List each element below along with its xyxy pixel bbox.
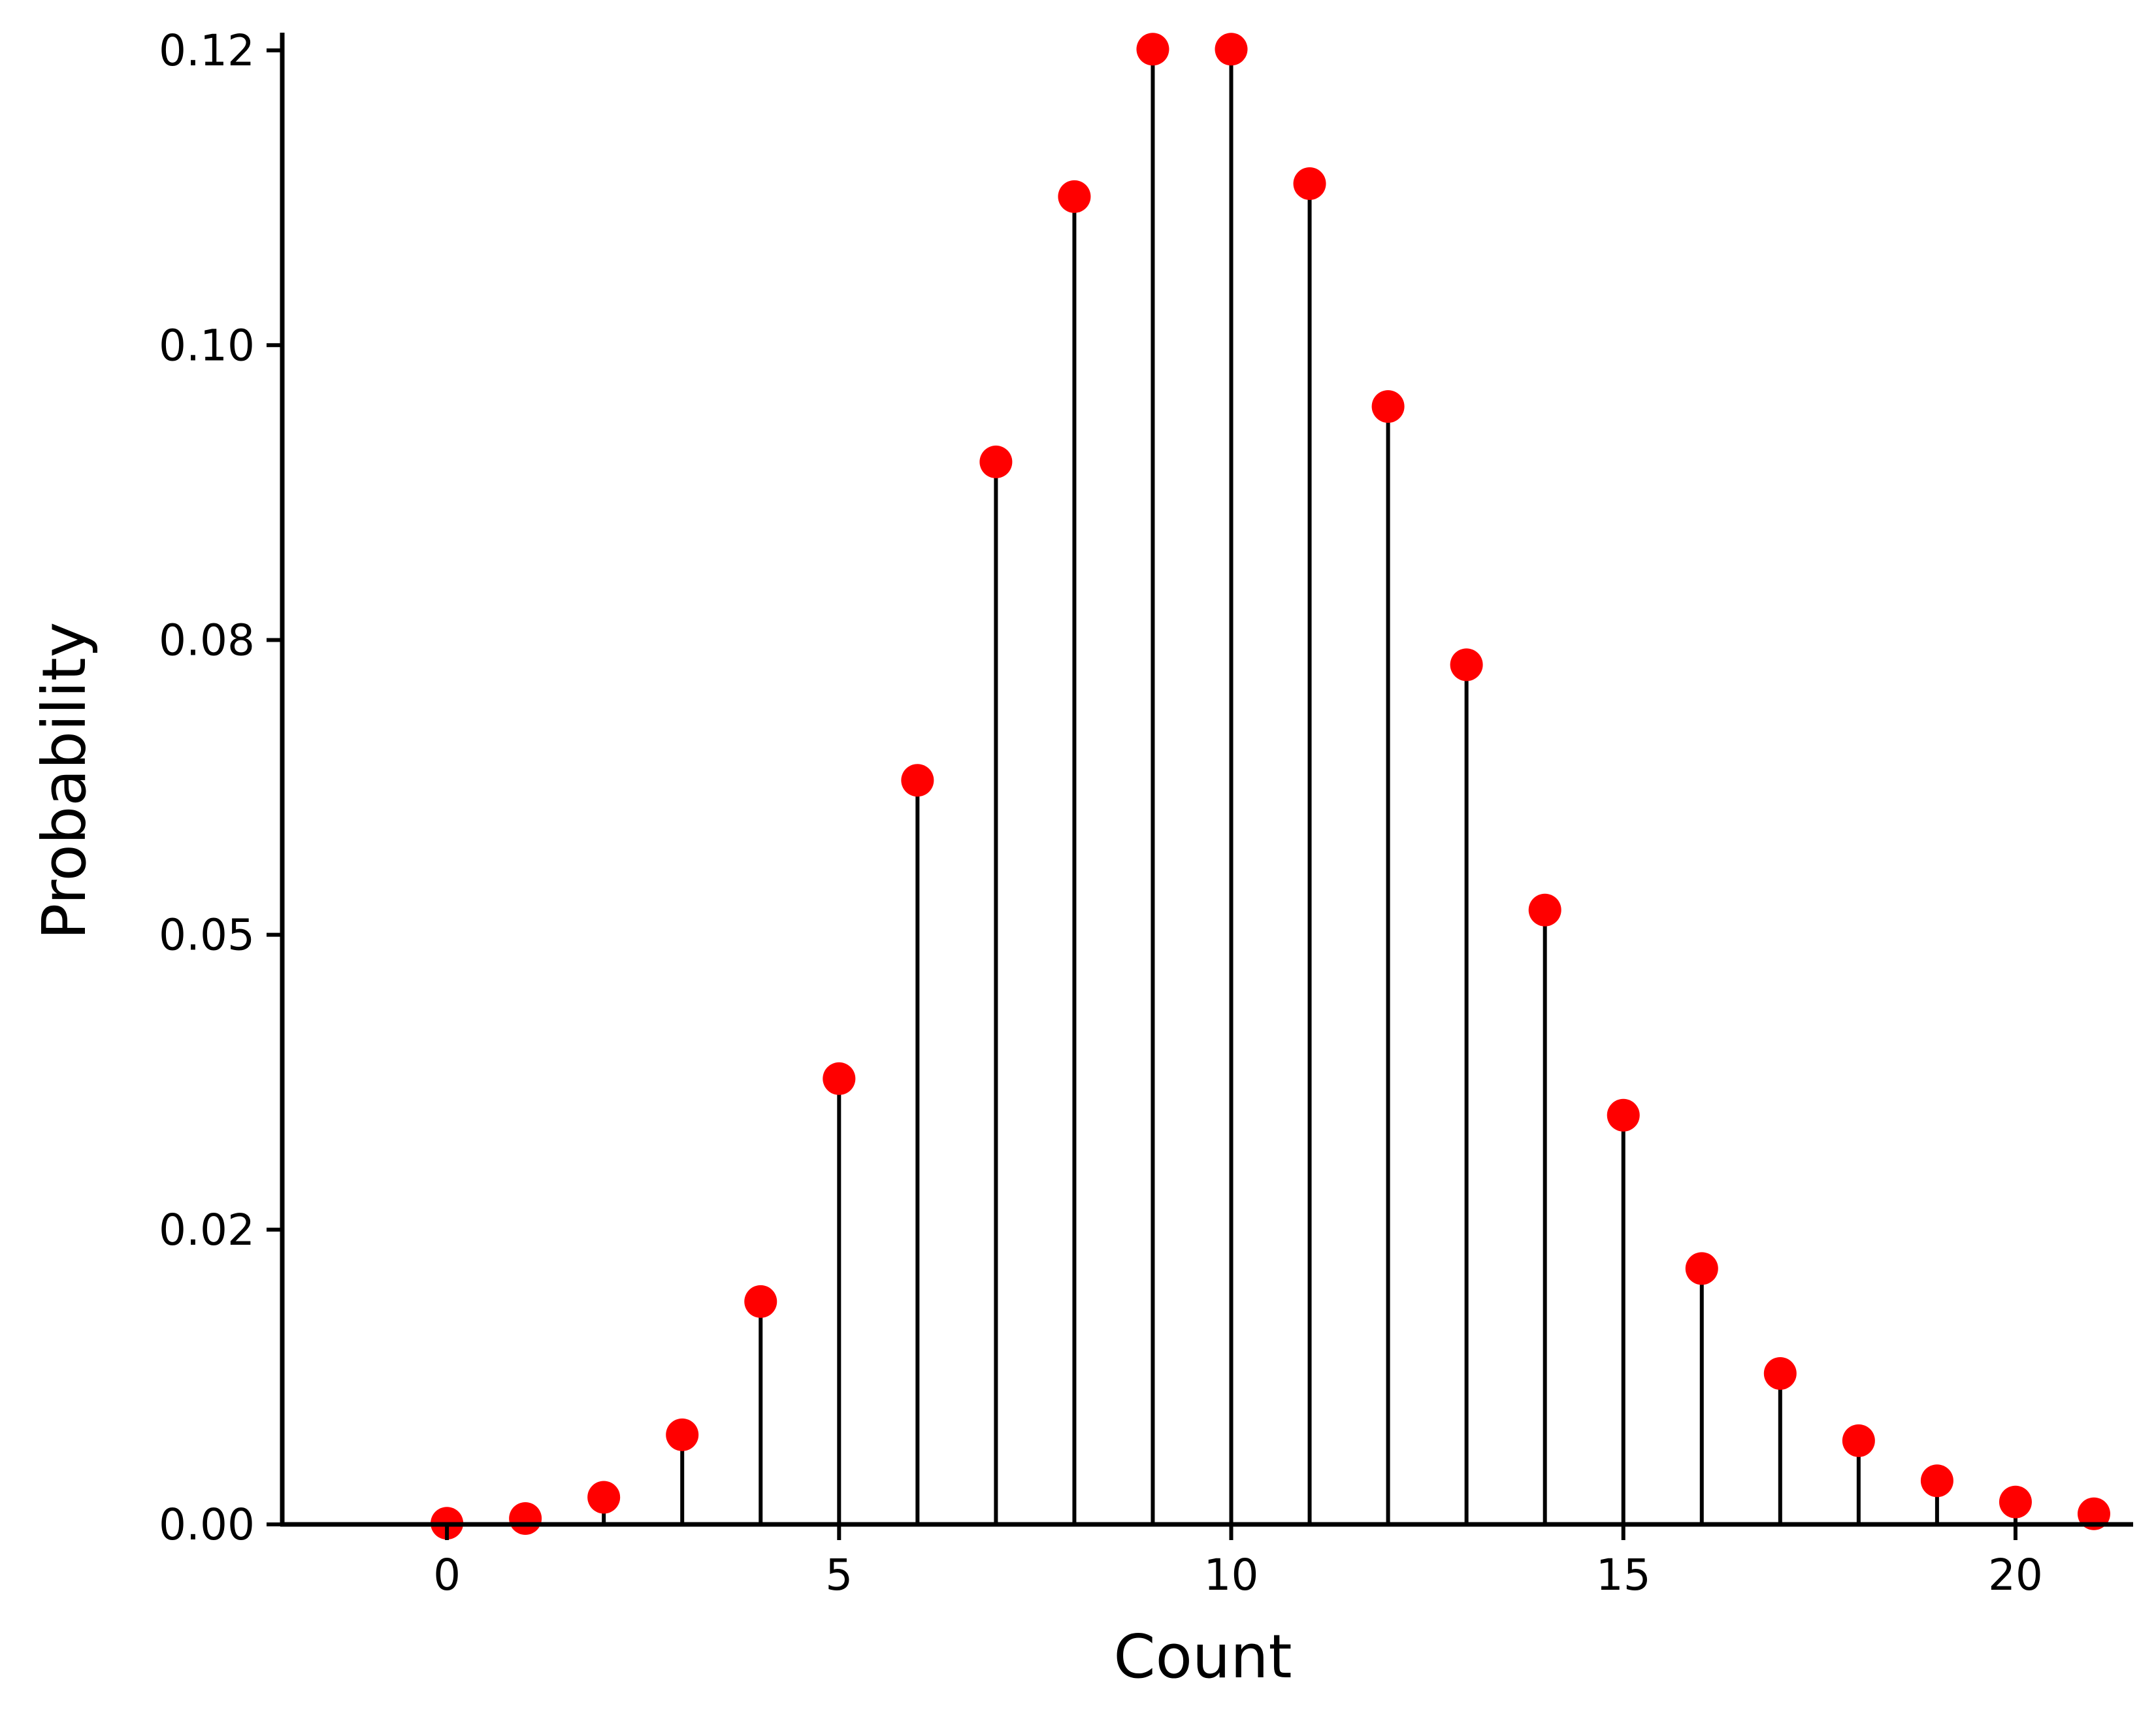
stem-marker	[509, 1502, 542, 1535]
y-tick-label: 0.08	[159, 615, 255, 665]
x-axis-title: Count	[1113, 1622, 1292, 1692]
stem-lines	[445, 49, 2096, 1524]
x-tick-label: 10	[1204, 1550, 1259, 1600]
y-tick-label: 0.02	[159, 1205, 255, 1255]
y-tick-label: 0.10	[159, 320, 255, 370]
stem-marker	[1450, 648, 1483, 682]
y-tick-label: 0.05	[159, 910, 255, 961]
x-tick-label: 5	[825, 1550, 853, 1600]
tick-labels: 0 5 10 15 20 0.00 0.02 0.05 0.08 0.10 0.12	[159, 25, 2043, 1600]
stem-marker	[901, 764, 934, 797]
stem-marker	[1058, 180, 1091, 213]
stem-marker	[1371, 390, 1405, 423]
y-tick-label: 0.12	[159, 25, 255, 76]
stem-marker	[587, 1481, 621, 1514]
y-axis-title: Probability	[29, 622, 99, 940]
stem-marker	[1920, 1464, 1953, 1498]
stem-marker	[1685, 1252, 1718, 1285]
stem-markers	[431, 33, 2110, 1540]
stem-marker	[1136, 33, 1169, 66]
stem-marker	[1842, 1424, 1875, 1457]
stem-marker	[1528, 893, 1561, 927]
y-tick-label: 0.00	[159, 1500, 255, 1550]
tick-marks	[267, 48, 2017, 1540]
stem-marker	[666, 1418, 699, 1451]
axes	[280, 33, 2133, 1527]
x-tick-label: 0	[433, 1550, 461, 1600]
stem-marker	[979, 445, 1013, 478]
stem-marker	[823, 1062, 856, 1095]
x-tick-label: 20	[1988, 1550, 2043, 1600]
stem-marker	[1999, 1485, 2032, 1519]
x-tick-label: 15	[1596, 1550, 1651, 1600]
stem-marker	[744, 1285, 777, 1318]
stem-marker	[1215, 33, 1248, 66]
stem-marker	[1293, 167, 1326, 201]
stem-marker	[1763, 1356, 1797, 1390]
stem-marker	[1607, 1098, 1640, 1132]
stem-marker	[2077, 1497, 2110, 1530]
